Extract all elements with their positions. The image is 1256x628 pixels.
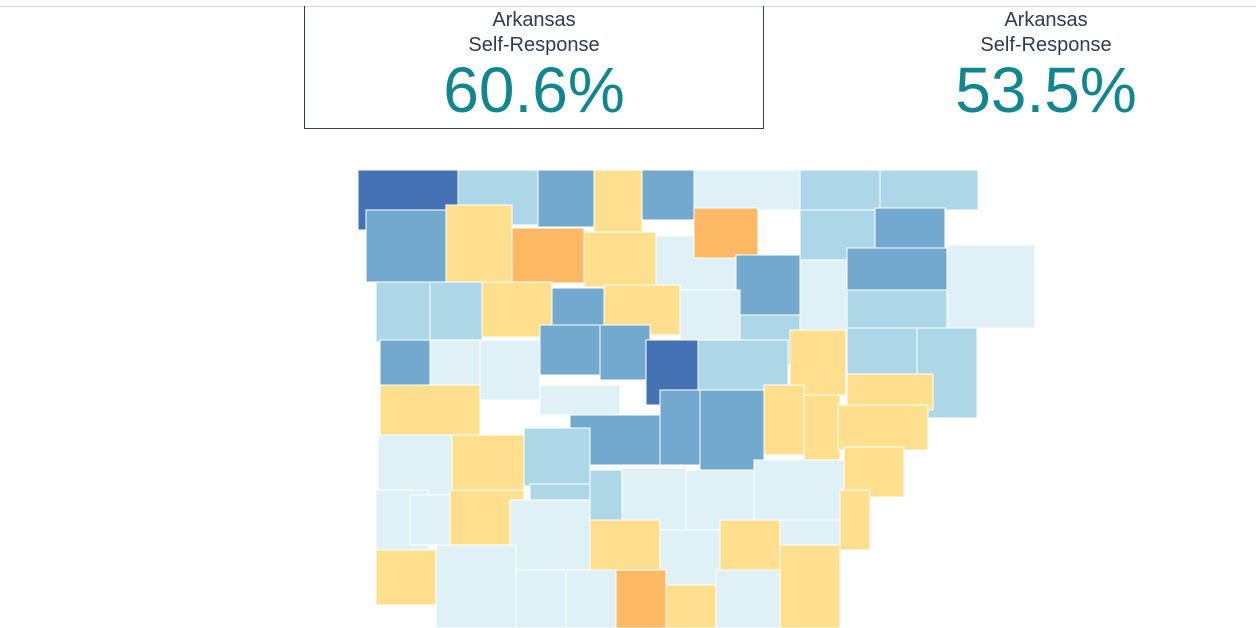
metric-value: 53.5% xyxy=(955,54,1137,126)
county[interactable] xyxy=(699,389,765,471)
county[interactable] xyxy=(846,327,918,375)
county[interactable] xyxy=(593,169,643,233)
county[interactable] xyxy=(589,469,623,521)
county[interactable] xyxy=(451,434,525,491)
state-label: Arkansas xyxy=(1004,9,1088,31)
county[interactable] xyxy=(509,499,591,571)
county[interactable] xyxy=(799,259,848,341)
county[interactable] xyxy=(846,247,948,291)
county[interactable] xyxy=(429,339,481,389)
county[interactable] xyxy=(697,339,789,391)
county[interactable] xyxy=(379,384,481,436)
county[interactable] xyxy=(583,231,657,288)
county[interactable] xyxy=(539,324,601,376)
county[interactable] xyxy=(843,446,905,498)
county[interactable] xyxy=(659,529,721,586)
county[interactable] xyxy=(539,384,621,416)
panel[interactable]: Arkansas Self-Response 53.5% xyxy=(816,6,1256,129)
county[interactable] xyxy=(537,169,595,228)
county[interactable] xyxy=(429,281,483,341)
county[interactable] xyxy=(693,207,759,259)
panel[interactable]: Arkansas Self-Response 60.6% xyxy=(304,6,764,129)
county[interactable] xyxy=(565,569,617,628)
county[interactable] xyxy=(837,404,929,451)
county[interactable] xyxy=(377,434,453,496)
county[interactable] xyxy=(799,169,881,211)
top-border xyxy=(0,6,1256,7)
metric-value: 60.6% xyxy=(443,54,625,126)
county[interactable] xyxy=(515,569,567,628)
county[interactable] xyxy=(365,209,447,283)
county[interactable] xyxy=(375,281,431,343)
county[interactable] xyxy=(874,207,946,249)
county[interactable] xyxy=(789,329,847,396)
metric-label: Self-Response xyxy=(468,34,600,56)
county[interactable] xyxy=(589,519,661,571)
county[interactable] xyxy=(753,459,845,521)
county[interactable] xyxy=(511,227,585,284)
county[interactable] xyxy=(763,384,805,456)
state-label: Arkansas xyxy=(492,9,576,31)
county[interactable] xyxy=(779,544,841,628)
county[interactable] xyxy=(615,569,667,628)
county[interactable] xyxy=(445,204,513,283)
county[interactable] xyxy=(679,289,741,341)
county[interactable] xyxy=(879,169,979,211)
county[interactable] xyxy=(641,169,695,221)
county[interactable] xyxy=(719,519,781,571)
county[interactable] xyxy=(846,289,948,329)
metric-label: Self-Response xyxy=(980,34,1112,56)
county[interactable] xyxy=(665,584,717,628)
county[interactable] xyxy=(523,427,591,487)
county[interactable] xyxy=(693,169,801,211)
county[interactable] xyxy=(409,494,451,546)
county[interactable] xyxy=(479,339,541,401)
county[interactable] xyxy=(715,569,781,628)
county[interactable] xyxy=(839,489,871,551)
county[interactable] xyxy=(599,324,651,381)
county[interactable] xyxy=(435,544,517,628)
county[interactable] xyxy=(946,244,1036,329)
